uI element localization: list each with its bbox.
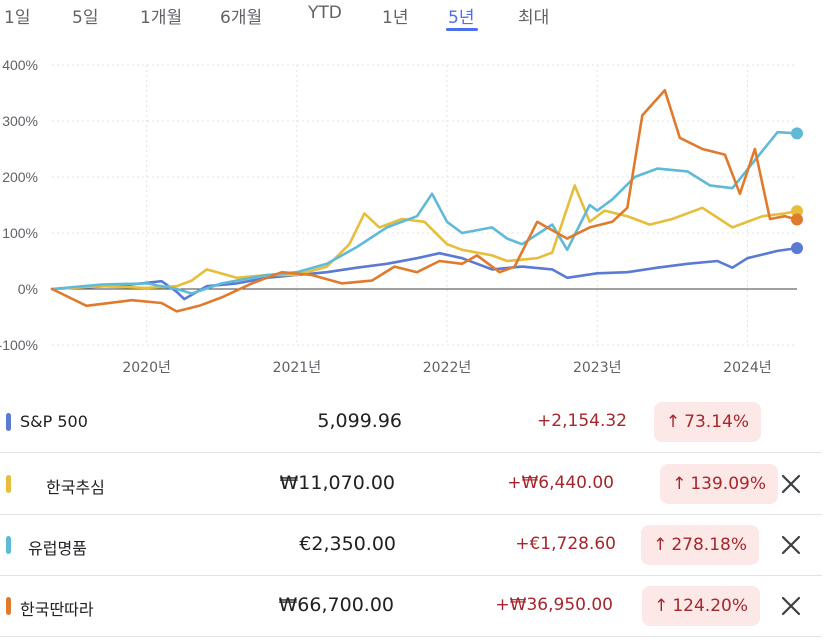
price-change: +€1,728.60	[515, 534, 616, 554]
series-color-swatch	[6, 536, 11, 554]
security-name: S&P 500	[20, 412, 88, 431]
series-end-dot-3	[791, 213, 803, 226]
percent-change-value: 139.09%	[690, 474, 766, 494]
percent-change-badge: ↑ 124.20%	[642, 586, 760, 626]
price-change: +₩36,950.00	[495, 595, 613, 615]
close-icon[interactable]	[780, 534, 802, 556]
percent-change-value: 278.18%	[671, 535, 747, 555]
series-line-1	[50, 184, 799, 291]
arrow-up-icon: ↑	[665, 412, 681, 432]
series-color-swatch	[6, 597, 11, 615]
comparison-row[interactable]: S&P 500 5,099.96 +2,154.32 ↑ 73.14%	[0, 392, 822, 453]
security-price: ₩66,700.00	[278, 594, 394, 616]
x-tick-label: 2024년	[723, 360, 772, 376]
percent-change-badge: ↑ 139.09%	[660, 464, 778, 504]
y-tick-label: 300%	[2, 113, 38, 129]
security-name: 한국추심	[46, 478, 105, 497]
x-tick-label: 2021년	[273, 360, 322, 376]
tab-5[interactable]: 1년	[382, 8, 409, 28]
series-end-dot-1	[791, 205, 803, 218]
tab-0[interactable]: 1일	[4, 8, 31, 28]
y-tick-label: 0%	[18, 281, 38, 297]
security-name: 한국딴따라	[20, 600, 94, 619]
percent-change-value: 73.14%	[684, 412, 749, 432]
series-color-swatch	[6, 475, 11, 493]
series-color-swatch	[6, 413, 11, 431]
range-tabs: 1일 5일 1개월 6개월 YTD 1년 5년 최대	[0, 0, 838, 34]
tab-2[interactable]: 1개월	[140, 8, 183, 28]
series-line-0	[50, 246, 799, 301]
percent-change-badge: ↑ 278.18%	[641, 525, 759, 565]
tab-3[interactable]: 6개월	[220, 8, 263, 28]
tab-6[interactable]: 5년	[448, 8, 475, 28]
price-change: +2,154.32	[537, 411, 627, 431]
comparison-row[interactable]: 한국딴따라 ₩66,700.00 +₩36,950.00 ↑ 124.20%	[0, 576, 822, 637]
percent-change-value: 124.20%	[672, 596, 748, 616]
close-icon[interactable]	[780, 473, 802, 495]
x-tick-label: 2022년	[423, 360, 472, 376]
y-tick-label: 400%	[2, 57, 38, 73]
comparison-row[interactable]: 한국추심 ₩11,070.00 +₩6,440.00 ↑ 139.09%	[0, 454, 822, 515]
security-name: 유럽명품	[28, 539, 87, 558]
tab-7[interactable]: 최대	[518, 8, 550, 28]
y-tick-label: -100%	[0, 337, 38, 353]
series-end-dot-0	[791, 242, 803, 255]
security-price: 5,099.96	[317, 410, 402, 432]
security-price: €2,350.00	[299, 533, 396, 555]
arrow-up-icon: ↑	[653, 535, 668, 555]
series-line-2	[50, 130, 799, 295]
arrow-up-icon: ↑	[672, 474, 687, 494]
active-tab-indicator	[446, 28, 478, 31]
security-price: ₩11,070.00	[279, 472, 395, 494]
y-tick-label: 200%	[2, 169, 38, 185]
x-tick-label: 2023년	[573, 360, 622, 376]
y-tick-label: 100%	[2, 225, 38, 241]
tab-4[interactable]: YTD	[308, 3, 342, 23]
series-line-3	[50, 88, 799, 313]
x-tick-label: 2020년	[122, 360, 171, 376]
tab-1[interactable]: 5일	[72, 8, 99, 28]
percent-change-badge: ↑ 73.14%	[653, 402, 761, 442]
close-icon[interactable]	[780, 595, 802, 617]
comparison-row[interactable]: 유럽명품 €2,350.00 +€1,728.60 ↑ 278.18%	[0, 515, 822, 576]
price-change: +₩6,440.00	[507, 473, 614, 493]
comparison-chart: 400% 300% 200% 100% 0% -100% 2020년 2021년 2022년 20…	[0, 57, 803, 376]
arrow-up-icon: ↑	[654, 596, 669, 616]
series-end-dot-2	[791, 127, 803, 140]
